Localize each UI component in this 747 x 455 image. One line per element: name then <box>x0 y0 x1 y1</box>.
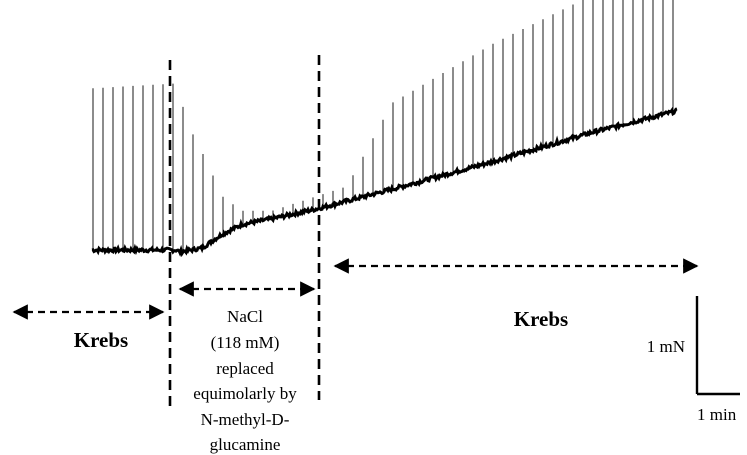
krebs-right-label: Krebs <box>514 307 568 331</box>
nacl-label-line-2: (118 mM) <box>211 333 280 352</box>
krebs-left-label: Krebs <box>74 328 128 352</box>
contraction-spikes <box>92 0 674 252</box>
scale-x-label: 1 min <box>697 405 737 424</box>
nacl-label-line-1: NaCl <box>227 307 263 326</box>
nacl-label-line-3: replaced <box>216 359 274 378</box>
scale-y-label: 1 mN <box>647 337 685 356</box>
nacl-label-line-6: glucamine <box>210 435 281 454</box>
baseline-trace <box>91 106 678 258</box>
nacl-label-line-5: N-methyl-D- <box>201 410 290 429</box>
nacl-label-line-4: equimolarly by <box>193 384 297 403</box>
